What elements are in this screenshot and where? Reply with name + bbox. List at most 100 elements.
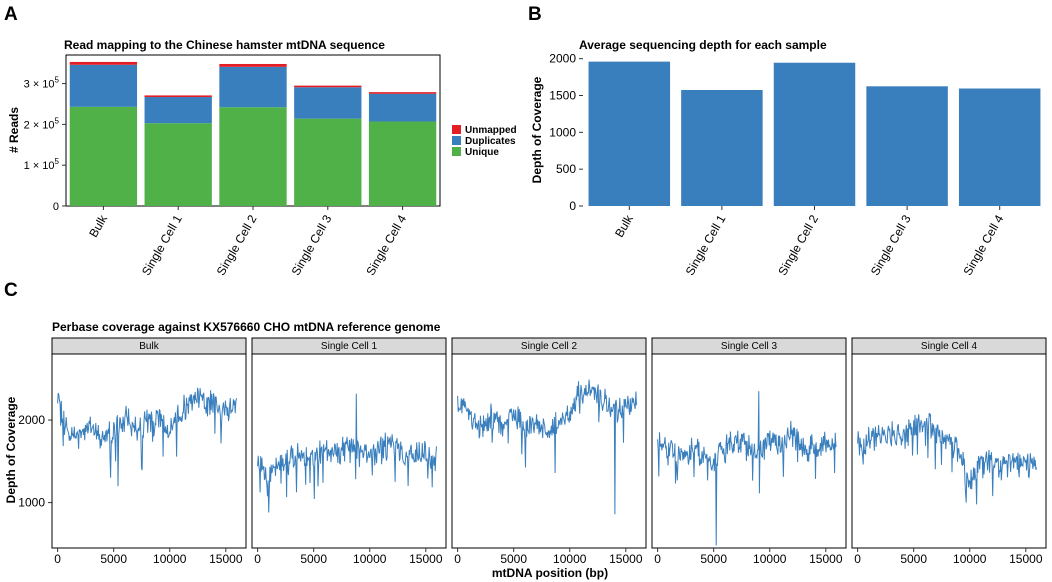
x-tick-label: Single Cell 4 (363, 212, 409, 278)
y-tick-exponent: 5 (55, 76, 60, 85)
bar-unique (368, 121, 437, 206)
bar-duplicates (144, 97, 212, 124)
chart-c-title: Perbase coverage against KX576660 CHO mt… (52, 320, 441, 334)
x-tick-label: Single Cell 4 (960, 212, 1006, 278)
bar (588, 61, 671, 206)
bar (866, 86, 948, 206)
chart-b-plot: Bulk Single Cell 1 Single Cell 2 Single Cel… (549, 52, 1041, 278)
y-tick-label: 1000 (18, 496, 45, 510)
facet-strip-label: Single Cell 1 (321, 341, 378, 352)
x-tick-label: 5000 (700, 552, 727, 566)
panel-letter-c: C (4, 280, 18, 301)
x-tick-label: Single Cell 3 (289, 212, 335, 278)
x-tick-label: 10000 (953, 552, 987, 566)
bar-unmapped (69, 61, 138, 65)
bar-duplicates (368, 93, 437, 122)
y-tick-label: 2000 (18, 413, 45, 427)
chart-a-title: Read mapping to the Chinese hamster mtDN… (64, 38, 385, 52)
x-tick-label: 10000 (153, 552, 187, 566)
y-tick-label: 0 (569, 199, 576, 213)
y-tick-label: 1000 (549, 125, 576, 139)
x-tick-label: Single Cell 2 (775, 212, 821, 278)
coverage-line (457, 379, 637, 515)
chart-c-xlabel: mtDNA position (bp) (492, 566, 608, 580)
legend-key-duplicates (452, 136, 461, 145)
y-tick-label: 3 × 105 (24, 76, 60, 91)
facet-frame (851, 353, 1047, 549)
x-tick-label: 0 (854, 552, 861, 566)
bar (773, 62, 856, 206)
x-tick-label: 5000 (500, 552, 527, 566)
y-tick-label: 1 × 105 (24, 157, 60, 172)
chart-b: Average sequencing depth for each sample… (530, 38, 1041, 278)
chart-c-ylabel: Depth of Coverage (4, 396, 18, 503)
x-tick-label: 10000 (553, 552, 587, 566)
legend-label-duplicates: Duplicates (465, 136, 516, 147)
bar-duplicates (219, 66, 287, 108)
bar-unmapped (219, 63, 287, 67)
bar-unique (294, 118, 362, 206)
legend-label-unique: Unique (465, 147, 499, 158)
chart-c-plot: 1000 2000 Bulk 0 5000 10000 15000 Single Cell 1… (18, 337, 1047, 566)
x-tick-label: 15000 (209, 552, 243, 566)
x-tick-label: Single Cell 1 (683, 212, 729, 278)
bar-unique (219, 107, 287, 206)
chart-a-ylabel: # Reads (7, 107, 21, 153)
chart-a: Read mapping to the Chinese hamster mtDN… (7, 38, 517, 278)
panel-letter-b: B (528, 4, 542, 25)
x-tick-label: 5000 (300, 552, 327, 566)
bar (958, 88, 1041, 206)
facet-strip-label: Single Cell 4 (921, 341, 978, 352)
x-tick-label: Single Cell 3 (868, 212, 914, 278)
x-tick-label: 5000 (100, 552, 127, 566)
coverage-line (257, 393, 437, 513)
bar-duplicates (294, 87, 362, 119)
bar-unmapped (294, 85, 362, 88)
chart-a-plot: Bulk Single Cell 1 Single Cell 2 Single Cel… (24, 54, 441, 278)
legend-key-unique (452, 147, 461, 156)
bar (681, 89, 763, 206)
x-tick-label: 10000 (353, 552, 387, 566)
legend-label-unmapped: Unmapped (465, 125, 517, 136)
panel-letter-a: A (4, 4, 18, 25)
facet-strip-label: Single Cell 2 (521, 341, 578, 352)
facet-frame (651, 353, 847, 549)
coverage-line (57, 387, 237, 487)
facet-frame (251, 353, 447, 549)
y-tick-label: 0 (53, 201, 59, 213)
coverage-line (857, 412, 1037, 505)
x-tick-label: 15000 (1009, 552, 1043, 566)
bar-unique (144, 123, 212, 206)
y-tick-exponent: 5 (55, 157, 60, 166)
x-tick-label: 15000 (409, 552, 443, 566)
x-tick-label: 10000 (753, 552, 787, 566)
x-tick-label: 0 (54, 552, 61, 566)
x-tick-label: Bulk (86, 212, 110, 240)
y-tick-exponent: 5 (55, 116, 60, 125)
x-tick-label: Single Cell 2 (214, 212, 260, 278)
bar-duplicates (69, 64, 138, 107)
x-tick-label: Single Cell 1 (139, 212, 185, 278)
x-tick-label: 0 (254, 552, 261, 566)
facet-strip-label: Bulk (139, 341, 159, 352)
x-tick-label: 0 (454, 552, 461, 566)
y-tick-label: 1500 (549, 89, 576, 103)
y-tick-label: 2 × 105 (24, 116, 60, 131)
x-tick-label: 0 (654, 552, 661, 566)
bar-unmapped (144, 95, 212, 98)
x-tick-label: 15000 (609, 552, 643, 566)
y-tick-label: 2000 (549, 52, 576, 66)
x-tick-label: Bulk (612, 212, 636, 240)
legend-key-unmapped (452, 125, 461, 134)
chart-c: Perbase coverage against KX576660 CHO mt… (4, 320, 1047, 580)
y-tick-label: 500 (556, 162, 576, 176)
bar-unique (69, 106, 138, 206)
x-tick-label: 15000 (809, 552, 843, 566)
x-tick-label: 5000 (900, 552, 927, 566)
facet-frame (451, 353, 647, 549)
facet-strip-label: Single Cell 3 (721, 341, 778, 352)
chart-b-ylabel: Depth of Coverage (530, 76, 544, 183)
chart-b-title: Average sequencing depth for each sample (579, 38, 827, 52)
